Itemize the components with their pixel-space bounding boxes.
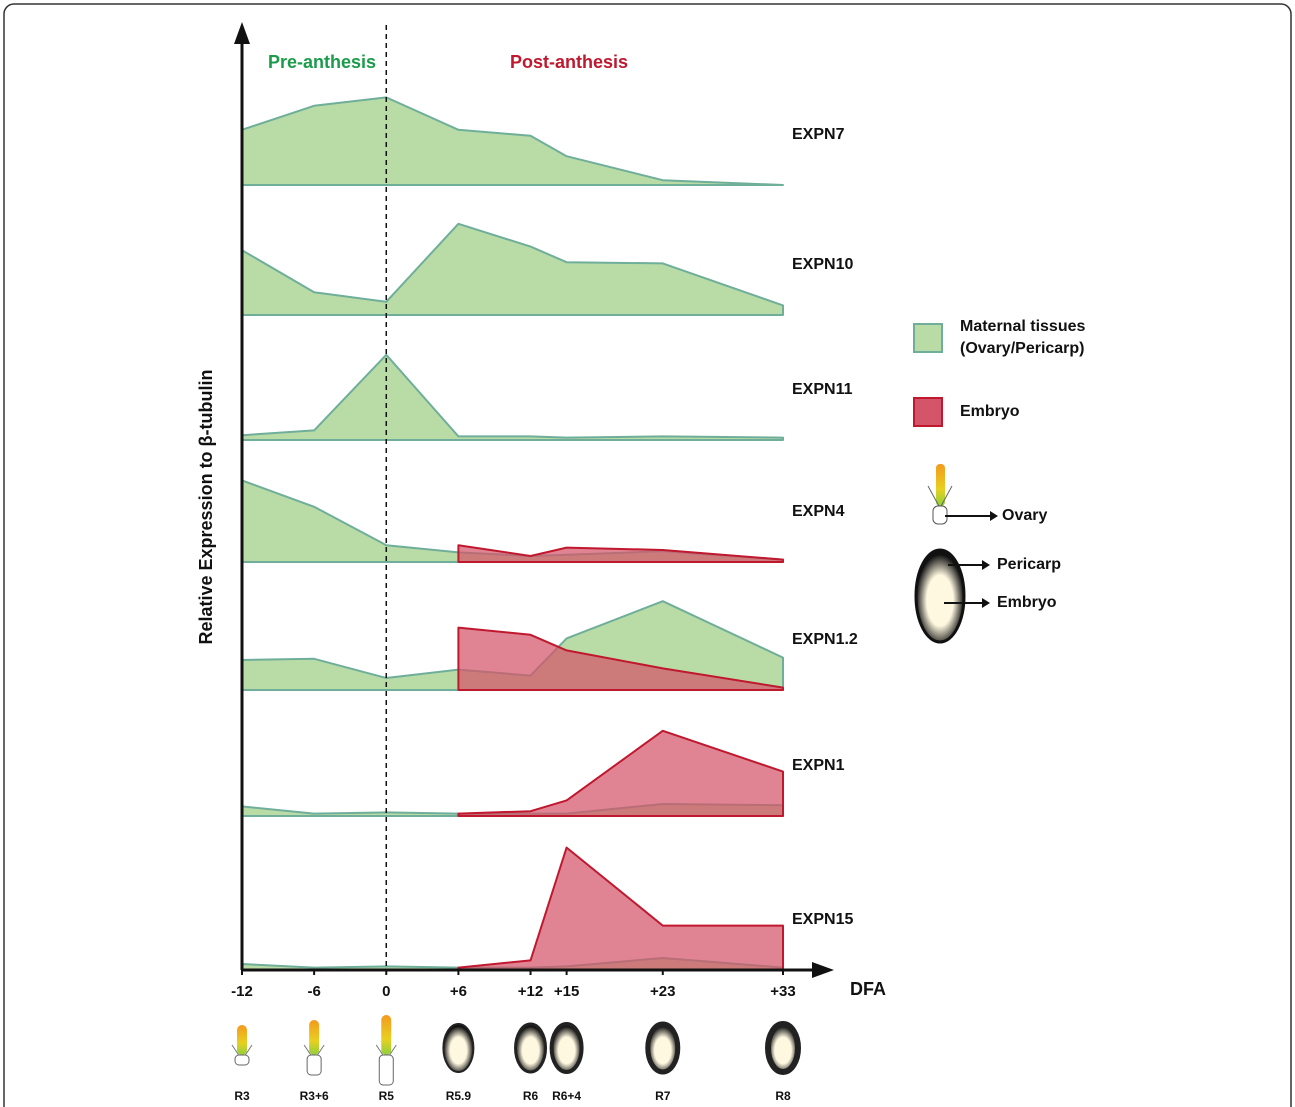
x-tick-label: +6: [450, 983, 467, 1000]
ovary-body: [933, 506, 947, 524]
y-arrow: [234, 22, 250, 44]
maternal-area: [242, 480, 783, 562]
annotation: Post-anthesis: [510, 52, 628, 72]
legend-illustration: [916, 464, 998, 642]
series-label: EXPN1: [792, 757, 845, 774]
seed-icon: [552, 1024, 582, 1072]
tissue-label: Embryo: [997, 594, 1057, 611]
maternal-area: [242, 355, 783, 440]
x-tick-label: +15: [554, 983, 579, 1000]
arrowhead: [982, 560, 990, 570]
stage-label: R5: [379, 1089, 395, 1103]
embryo-area: [458, 545, 783, 562]
legend-label: (Ovary/Pericarp): [960, 340, 1085, 357]
legend-label: Maternal tissues: [960, 318, 1085, 335]
stage-label: R3+6: [300, 1089, 329, 1103]
arrowhead: [982, 598, 990, 608]
x-arrow: [812, 962, 834, 978]
flower-icon: [381, 1015, 391, 1055]
seed-icon: [648, 1024, 678, 1072]
seed-icon: [916, 550, 964, 642]
flower-ovary: [307, 1055, 321, 1075]
embryo-area: [458, 731, 783, 816]
series-label: EXPN11: [792, 381, 853, 398]
series-label: EXPN7: [792, 126, 845, 143]
ovary-icon: [936, 464, 945, 506]
stage-label: R6+4: [552, 1089, 581, 1103]
tissue-label: Ovary: [1002, 507, 1047, 524]
x-tick-label: +23: [650, 983, 675, 1000]
annotation: Pre-anthesis: [268, 52, 376, 72]
flower-ovary: [235, 1055, 249, 1065]
seed-icon: [516, 1024, 546, 1072]
maternal-area: [242, 97, 783, 185]
x-tick-label: 0: [382, 983, 390, 1000]
stage-label: R7: [655, 1089, 671, 1103]
x-tick-label: -6: [307, 983, 320, 1000]
series-label: EXPN15: [792, 911, 853, 928]
legend-swatch: [914, 398, 942, 426]
legend-label: Embryo: [960, 403, 1020, 420]
series-label: EXPN1.2: [792, 631, 858, 648]
x-tick-label: +33: [770, 983, 795, 1000]
flower-ovary: [379, 1055, 393, 1085]
flower-icon: [309, 1020, 319, 1055]
stage-label: R8: [775, 1089, 791, 1103]
x-tick-label: -12: [231, 983, 253, 1000]
stage-label: R5.9: [446, 1089, 472, 1103]
plot-area: [242, 97, 783, 970]
x-tick-label: +12: [518, 983, 543, 1000]
x-axis-label: DFA: [850, 979, 886, 999]
seed-icon: [443, 1024, 473, 1072]
stage-label: R3: [234, 1089, 250, 1103]
maternal-area: [242, 224, 783, 315]
arrowhead: [990, 511, 998, 521]
y-axis-label: Relative Expression to β-tubulin: [196, 369, 216, 644]
stage-label: R6: [523, 1089, 539, 1103]
embryo-area: [458, 848, 783, 970]
series-label: EXPN4: [792, 503, 845, 520]
legend-swatch: [914, 324, 942, 352]
chart: Ovary Pericarp Embryo Pre-anthesis Post-…: [0, 0, 1295, 1107]
series-label: EXPN10: [792, 256, 853, 273]
seed-icon: [768, 1024, 798, 1072]
flower-icon: [237, 1025, 247, 1055]
tissue-label: Pericarp: [997, 556, 1061, 573]
